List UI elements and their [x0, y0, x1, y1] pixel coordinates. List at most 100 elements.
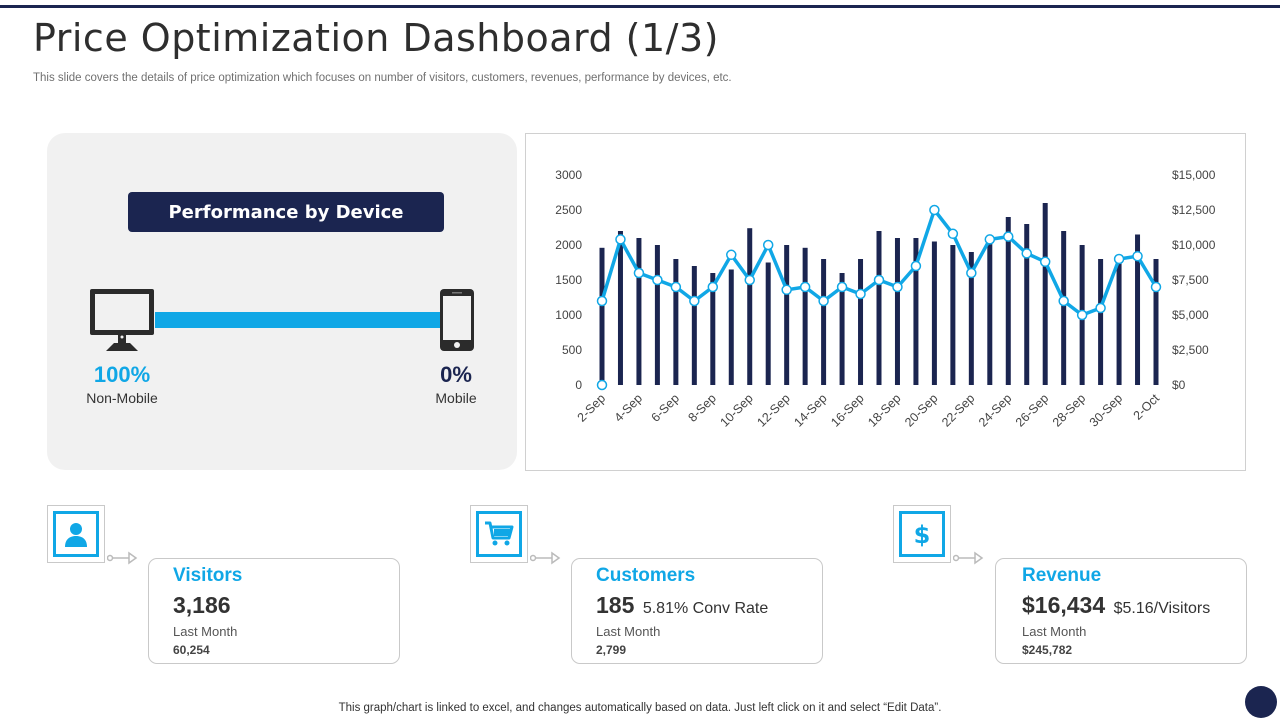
chart-canvas: 0 500 1000 1500 2000 2500 3000 $0 $2,500 $5,000 $7… — [555, 168, 1216, 430]
bar-9-Sep — [728, 269, 734, 385]
corner-decoration — [1245, 686, 1277, 718]
bar-13-Sep — [802, 247, 808, 385]
top-rule — [0, 5, 1280, 8]
line-point-25-Sep — [1021, 248, 1032, 259]
line-point-1-Oct — [1132, 250, 1143, 262]
smartphone-icon — [438, 287, 476, 358]
y-right-tick-label: $2,500 — [1172, 343, 1209, 357]
y-left-tick-label: 2000 — [555, 238, 582, 252]
x-tick-label: 30-Sep — [1087, 391, 1125, 429]
bar-2-Oct — [1153, 259, 1159, 385]
bar-20-Sep — [931, 241, 937, 385]
line-point-15-Sep — [836, 281, 848, 293]
device-performance-panel: Performance by Device 100% Non-Mobile 0%… — [47, 133, 517, 470]
user-icon — [53, 511, 99, 557]
bar-10-Sep — [747, 228, 753, 385]
revenue-per-visitor: $5.16/Visitors — [1113, 600, 1211, 617]
y-left-tick-label: 500 — [562, 343, 582, 357]
visitors-card: Visitors 3,186 Last Month 60,254 — [148, 558, 400, 664]
line-point-16-Sep — [855, 288, 866, 300]
line-point-7-Sep — [689, 295, 700, 307]
desktop-monitor-icon — [88, 287, 158, 358]
revenue-period: Last Month — [1022, 624, 1087, 639]
x-tick-label: 28-Sep — [1050, 391, 1088, 429]
non-mobile-percent: 100% — [93, 362, 151, 387]
y-left-tick-label: 3000 — [555, 168, 582, 182]
line-point-5-Sep — [652, 274, 663, 286]
x-tick-label: 6-Sep — [648, 391, 682, 425]
bar-2-Sep — [599, 247, 605, 385]
bar-12-Sep — [784, 245, 790, 385]
customers-previous: 2,799 — [596, 643, 627, 657]
x-tick-label: 12-Sep — [754, 391, 792, 429]
visitors-revenue-chart[interactable]: 0 500 1000 1500 2000 2500 3000 $0 $2,500 $5,000 $7… — [525, 133, 1246, 471]
line-point-13-Sep — [799, 281, 811, 293]
customers-title: Customers — [596, 565, 696, 586]
bar-15-Sep — [839, 273, 845, 385]
line-point-20-Sep — [929, 204, 940, 216]
line-point-21-Sep — [947, 228, 959, 240]
bar-6-Sep — [673, 259, 679, 385]
y-left-tick-label: 0 — [575, 378, 582, 392]
bar-5-Sep — [654, 245, 660, 385]
x-tick-label: 22-Sep — [939, 391, 977, 429]
line-point-4-Sep — [633, 267, 645, 279]
line-point-3-Sep — [615, 234, 626, 245]
customers-period: Last Month — [596, 624, 661, 639]
non-mobile-label: Non-Mobile — [86, 390, 158, 406]
y-left-tick-label: 1000 — [555, 308, 582, 322]
x-tick-label: 14-Sep — [791, 391, 829, 429]
bar-27-Sep — [1061, 231, 1067, 385]
line-point-12-Sep — [781, 284, 792, 296]
page-title: Price Optimization Dashboard (1/3) — [33, 16, 719, 60]
bar-18-Sep — [894, 238, 900, 385]
footer-note: This graph/chart is linked to excel, and… — [338, 702, 942, 714]
connector-arrow-icon — [107, 551, 138, 565]
bar-26-Sep — [1042, 203, 1048, 385]
line-point-zero — [596, 379, 608, 391]
line-point-2-Oct — [1150, 281, 1162, 293]
customers-value: 185 — [596, 592, 635, 618]
bar-8-Sep — [710, 273, 716, 385]
line-point-22-Sep — [966, 267, 977, 279]
x-tick-label: 4-Sep — [612, 391, 646, 425]
connector-arrow-icon — [953, 551, 984, 565]
line-point-10-Sep — [744, 274, 755, 286]
line-point-19-Sep — [910, 260, 922, 272]
connector-arrow-icon — [530, 551, 561, 565]
line-point-28-Sep — [1076, 309, 1088, 321]
revenue-title: Revenue — [1022, 565, 1102, 586]
bar-11-Sep — [765, 262, 771, 385]
visitors-value: 3,186 — [173, 592, 231, 618]
line-point-18-Sep — [892, 281, 903, 293]
device-panel-title: Performance by Device — [128, 192, 444, 232]
device-share-bar — [155, 312, 440, 328]
x-tick-label: 2-Oct — [1131, 391, 1163, 423]
bar-19-Sep — [913, 238, 919, 385]
line-point-6-Sep — [670, 281, 682, 293]
line-point-23-Sep — [984, 234, 996, 245]
bar-1-Oct — [1135, 234, 1141, 385]
bar-21-Sep — [950, 245, 956, 385]
line-point-26-Sep — [1039, 256, 1051, 268]
line-point-27-Sep — [1058, 295, 1069, 307]
line-point-30-Sep — [1113, 253, 1125, 265]
revenue-value: $16,434 — [1022, 592, 1106, 618]
dollar-icon: $ — [899, 511, 945, 557]
mobile-percent: 0% — [440, 362, 472, 387]
revenue-previous: $245,782 — [1022, 643, 1073, 657]
line-point-9-Sep — [726, 249, 737, 261]
y-right-tick-label: $12,500 — [1172, 203, 1216, 217]
visitors-title: Visitors — [173, 565, 243, 586]
shopping-cart-icon — [476, 511, 522, 557]
visitors-icon-box — [47, 505, 105, 563]
y-right-tick-label: $5,000 — [1172, 308, 1209, 322]
x-tick-label: 20-Sep — [902, 391, 940, 429]
x-tick-label: 16-Sep — [828, 391, 866, 429]
bar-17-Sep — [876, 231, 882, 385]
x-tick-label: 18-Sep — [865, 391, 903, 429]
visitors-previous: 60,254 — [173, 643, 210, 657]
x-tick-label: 8-Sep — [685, 391, 719, 425]
mobile-label: Mobile — [435, 390, 477, 406]
line-point-29-Sep — [1095, 302, 1106, 314]
